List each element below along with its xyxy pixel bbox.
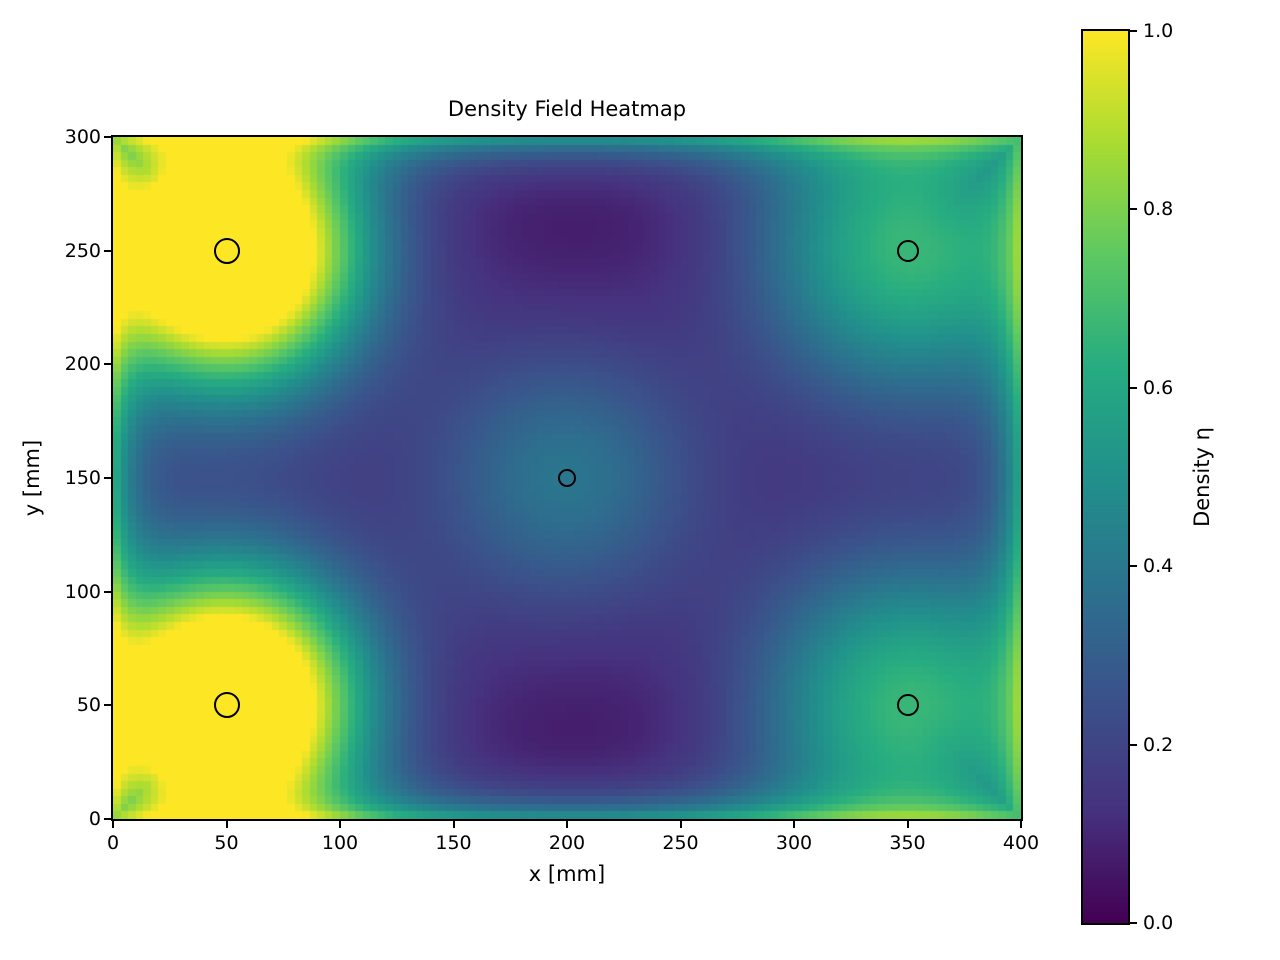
colorbar-tick-label: 0.6 xyxy=(1143,376,1174,399)
x-tick-label: 250 xyxy=(662,832,699,854)
colorbar-tick xyxy=(1130,386,1137,389)
y-tick-label: 200 xyxy=(64,353,101,376)
x-tick xyxy=(225,821,228,828)
colorbar-tick-label: 0.2 xyxy=(1143,733,1174,756)
colorbar-tick xyxy=(1130,922,1137,924)
y-tick-label: 150 xyxy=(64,467,101,489)
colorbar-tick xyxy=(1130,208,1137,211)
density-source-marker xyxy=(896,239,919,262)
x-tick xyxy=(566,821,568,828)
x-tick-label: 200 xyxy=(548,832,586,854)
colorbar-tick-label: 1.0 xyxy=(1143,20,1174,42)
colorbar xyxy=(1081,29,1130,925)
x-tick-label: 150 xyxy=(435,832,472,854)
x-tick-label: 50 xyxy=(214,832,239,854)
colorbar-label: Density η xyxy=(1190,427,1214,527)
source-markers-layer xyxy=(113,137,1021,819)
colorbar-tick xyxy=(1130,565,1137,568)
colorbar-tick-label: 0.0 xyxy=(1143,912,1174,934)
x-tick xyxy=(1020,821,1022,828)
colorbar-tick-label: 0.8 xyxy=(1143,198,1174,221)
x-tick xyxy=(452,821,455,828)
colorbar-tick-label: 0.4 xyxy=(1143,555,1174,578)
x-tick xyxy=(679,821,682,828)
density-source-marker xyxy=(213,237,240,264)
density-source-marker xyxy=(558,469,576,487)
y-tick xyxy=(104,477,111,479)
x-tick xyxy=(793,821,795,828)
y-tick xyxy=(104,818,111,820)
y-tick-label: 0 xyxy=(88,808,101,830)
x-tick xyxy=(339,821,341,828)
colorbar-tick xyxy=(1130,743,1137,746)
x-tick xyxy=(906,821,909,828)
y-tick xyxy=(104,590,111,593)
y-tick-label: 300 xyxy=(64,126,101,148)
y-tick-label: 100 xyxy=(64,580,101,603)
x-tick xyxy=(112,821,114,828)
density-source-marker xyxy=(896,694,919,717)
x-axis-label: x [mm] xyxy=(528,862,606,886)
y-tick xyxy=(104,704,111,707)
x-tick-label: 350 xyxy=(889,832,926,854)
density-source-marker xyxy=(213,692,240,719)
heatmap-axes xyxy=(111,135,1023,821)
x-tick-label: 400 xyxy=(1002,832,1040,854)
y-tick xyxy=(104,136,111,138)
y-tick-label: 250 xyxy=(64,239,101,262)
y-tick xyxy=(104,249,111,252)
y-axis-label: y [mm] xyxy=(20,439,44,517)
colorbar-tick xyxy=(1130,30,1137,32)
chart-title: Density Field Heatmap xyxy=(447,97,687,121)
y-tick xyxy=(104,363,111,366)
colorbar-gradient xyxy=(1083,31,1128,923)
x-tick-label: 300 xyxy=(775,832,813,854)
x-tick-label: 100 xyxy=(321,832,359,854)
y-tick-label: 50 xyxy=(76,694,101,717)
x-tick-label: 0 xyxy=(106,832,120,854)
